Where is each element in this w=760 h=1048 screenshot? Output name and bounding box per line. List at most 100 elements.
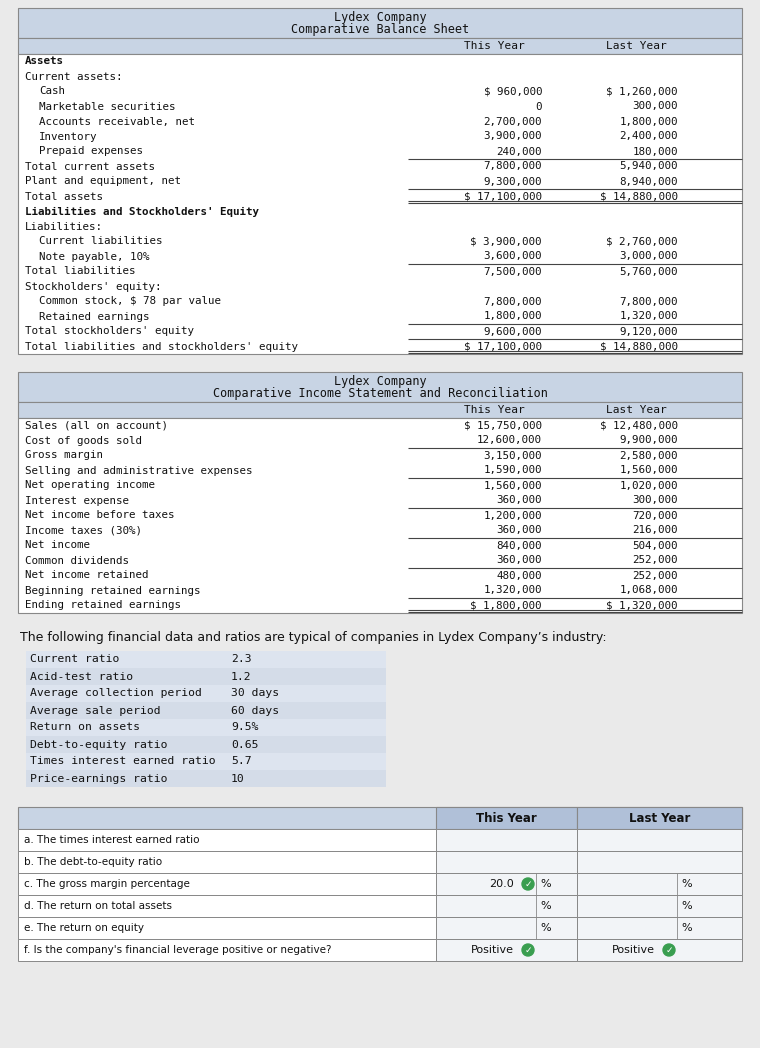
- Text: Note payable, 10%: Note payable, 10%: [39, 252, 150, 262]
- Text: Current ratio: Current ratio: [30, 655, 119, 664]
- Text: Acid-test ratio: Acid-test ratio: [30, 672, 133, 681]
- Text: This Year: This Year: [464, 41, 524, 51]
- Bar: [436, 917, 577, 939]
- Text: 720,000: 720,000: [632, 510, 678, 521]
- Text: Return on assets: Return on assets: [30, 722, 140, 733]
- Bar: [18, 54, 742, 354]
- Text: Accounts receivable, net: Accounts receivable, net: [39, 116, 195, 127]
- Text: 9,300,000: 9,300,000: [483, 176, 542, 187]
- Text: 252,000: 252,000: [632, 570, 678, 581]
- Text: Beginning retained earnings: Beginning retained earnings: [25, 586, 201, 595]
- Bar: [18, 895, 742, 917]
- Text: This Year: This Year: [464, 405, 524, 415]
- Text: 12,600,000: 12,600,000: [477, 436, 542, 445]
- Text: 7,800,000: 7,800,000: [619, 297, 678, 306]
- Text: Net income: Net income: [25, 541, 90, 550]
- Bar: [18, 8, 742, 38]
- Text: $ 14,880,000: $ 14,880,000: [600, 342, 678, 351]
- Text: d. The return on total assets: d. The return on total assets: [24, 901, 172, 911]
- Text: Lydex Company: Lydex Company: [334, 12, 426, 24]
- Text: 1,200,000: 1,200,000: [483, 510, 542, 521]
- Text: Price-earnings ratio: Price-earnings ratio: [30, 773, 167, 784]
- Bar: [18, 873, 742, 895]
- Bar: [18, 418, 742, 613]
- Text: Net income before taxes: Net income before taxes: [25, 510, 175, 521]
- Text: Total stockholders' equity: Total stockholders' equity: [25, 327, 194, 336]
- Text: Common stock, $ 78 par value: Common stock, $ 78 par value: [39, 297, 221, 306]
- Text: Comparative Income Statement and Reconciliation: Comparative Income Statement and Reconci…: [213, 388, 547, 400]
- Text: 360,000: 360,000: [496, 525, 542, 536]
- Text: $ 3,900,000: $ 3,900,000: [470, 237, 542, 246]
- Text: 20.0: 20.0: [489, 879, 514, 889]
- Text: 3,600,000: 3,600,000: [483, 252, 542, 262]
- Text: Net operating income: Net operating income: [25, 480, 155, 490]
- Text: This Year: This Year: [476, 811, 537, 825]
- Bar: [18, 402, 742, 418]
- Bar: [577, 873, 742, 895]
- Text: 8,940,000: 8,940,000: [619, 176, 678, 187]
- Text: 300,000: 300,000: [632, 102, 678, 111]
- Text: 1,560,000: 1,560,000: [619, 465, 678, 476]
- Bar: [436, 851, 577, 873]
- Bar: [26, 702, 386, 719]
- Bar: [26, 668, 386, 685]
- Text: 2.3: 2.3: [231, 655, 252, 664]
- Text: 9,600,000: 9,600,000: [483, 327, 542, 336]
- Text: Gross margin: Gross margin: [25, 451, 103, 460]
- Bar: [436, 873, 577, 895]
- Bar: [577, 917, 742, 939]
- Text: Liabilities and Stockholders' Equity: Liabilities and Stockholders' Equity: [25, 206, 259, 217]
- Text: 360,000: 360,000: [496, 496, 542, 505]
- Text: Positive: Positive: [612, 945, 655, 955]
- Circle shape: [522, 944, 534, 956]
- Text: The following financial data and ratios are typical of companies in Lydex Compan: The following financial data and ratios …: [20, 632, 606, 645]
- Bar: [18, 851, 742, 873]
- Text: 360,000: 360,000: [496, 555, 542, 566]
- Bar: [26, 736, 386, 754]
- Text: Times interest earned ratio: Times interest earned ratio: [30, 757, 216, 766]
- Bar: [577, 851, 742, 873]
- Text: Debt-to-equity ratio: Debt-to-equity ratio: [30, 740, 167, 749]
- Text: 30 days: 30 days: [231, 689, 279, 699]
- Bar: [577, 939, 742, 961]
- Text: 240,000: 240,000: [496, 147, 542, 156]
- Text: Prepaid expenses: Prepaid expenses: [39, 147, 143, 156]
- Text: Average collection period: Average collection period: [30, 689, 202, 699]
- Text: 1,800,000: 1,800,000: [619, 116, 678, 127]
- Text: 60 days: 60 days: [231, 705, 279, 716]
- Text: $ 1,320,000: $ 1,320,000: [606, 601, 678, 611]
- Text: 1,320,000: 1,320,000: [483, 586, 542, 595]
- Text: 0: 0: [536, 102, 542, 111]
- Text: Last Year: Last Year: [629, 811, 690, 825]
- Text: 2,400,000: 2,400,000: [619, 131, 678, 141]
- Text: 480,000: 480,000: [496, 570, 542, 581]
- Text: Sales (all on account): Sales (all on account): [25, 420, 168, 431]
- Text: 180,000: 180,000: [632, 147, 678, 156]
- Circle shape: [522, 878, 534, 890]
- Text: Marketable securities: Marketable securities: [39, 102, 176, 111]
- Text: Total liabilities: Total liabilities: [25, 266, 135, 277]
- Text: 9,120,000: 9,120,000: [619, 327, 678, 336]
- Text: Liabilities:: Liabilities:: [25, 221, 103, 232]
- Text: $ 15,750,000: $ 15,750,000: [464, 420, 542, 431]
- Text: Total liabilities and stockholders' equity: Total liabilities and stockholders' equi…: [25, 342, 298, 351]
- Text: $ 2,760,000: $ 2,760,000: [606, 237, 678, 246]
- Text: 3,000,000: 3,000,000: [619, 252, 678, 262]
- Text: b. The debt-to-equity ratio: b. The debt-to-equity ratio: [24, 857, 162, 867]
- Text: Current liabilities: Current liabilities: [39, 237, 163, 246]
- Bar: [18, 829, 742, 851]
- Text: Last Year: Last Year: [606, 41, 667, 51]
- Text: 10: 10: [231, 773, 245, 784]
- Text: Cost of goods sold: Cost of goods sold: [25, 436, 142, 445]
- Text: %: %: [540, 879, 551, 889]
- Bar: [18, 38, 742, 54]
- Text: Positive: Positive: [471, 945, 514, 955]
- Text: $ 14,880,000: $ 14,880,000: [600, 192, 678, 201]
- Text: 300,000: 300,000: [632, 496, 678, 505]
- Text: %: %: [540, 901, 551, 911]
- Text: 5.7: 5.7: [231, 757, 252, 766]
- Text: $ 1,800,000: $ 1,800,000: [470, 601, 542, 611]
- Text: 1,320,000: 1,320,000: [619, 311, 678, 322]
- Text: $ 12,480,000: $ 12,480,000: [600, 420, 678, 431]
- Bar: [436, 895, 577, 917]
